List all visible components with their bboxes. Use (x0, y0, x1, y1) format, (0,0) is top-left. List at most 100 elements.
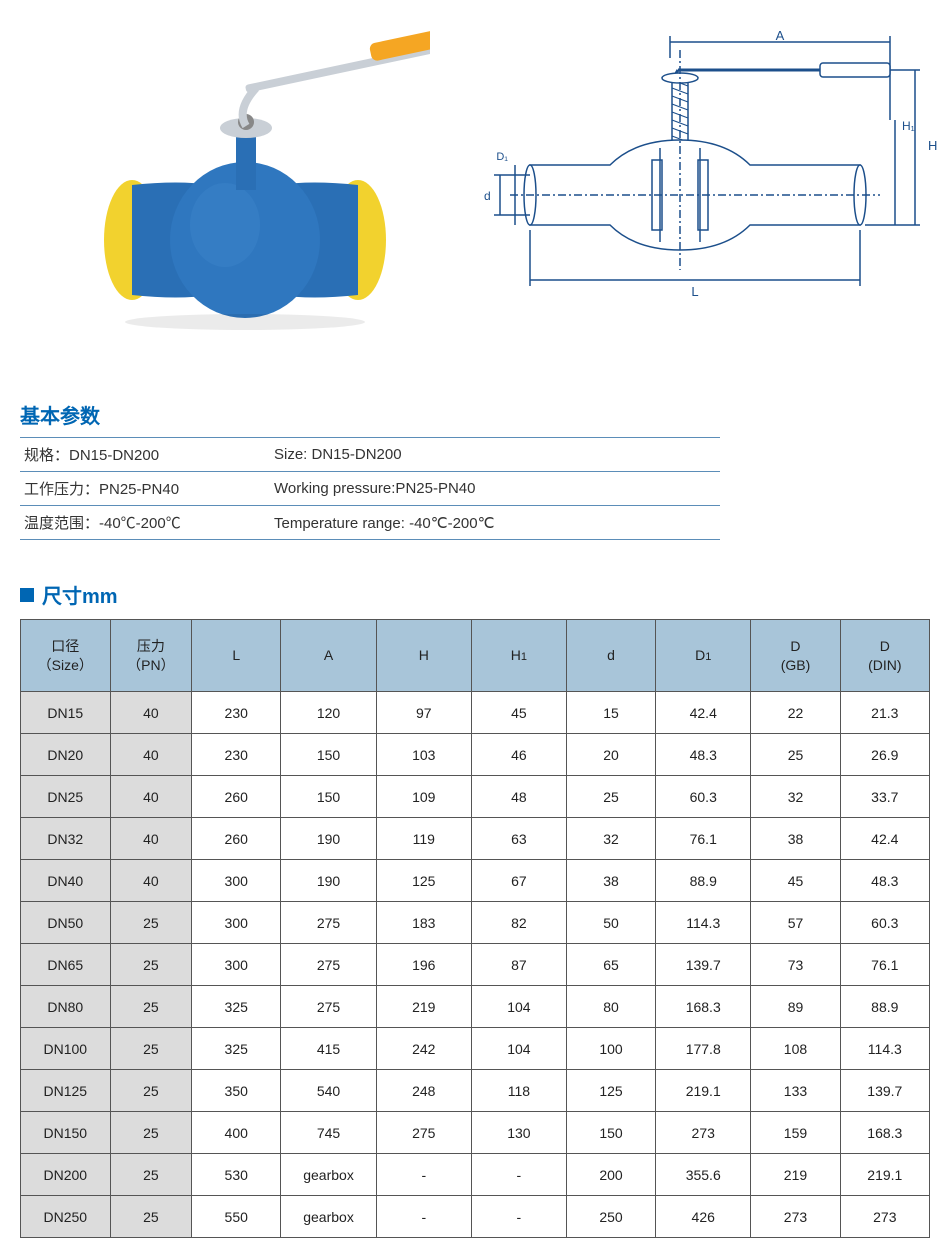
square-bullet-icon (20, 588, 34, 602)
table-cell: 50 (566, 902, 655, 944)
table-cell: 25 (110, 1196, 192, 1238)
table-cell: 190 (281, 818, 376, 860)
table-cell: 196 (376, 944, 471, 986)
table-header: D(DIN) (840, 620, 929, 692)
table-header: L (192, 620, 281, 692)
table-cell: 40 (110, 776, 192, 818)
table-cell: 540 (281, 1070, 376, 1112)
table-cell: 168.3 (840, 1112, 929, 1154)
table-cell: 275 (281, 986, 376, 1028)
table-cell: 300 (192, 902, 281, 944)
table-row: DN65253002751968765139.77376.1 (21, 944, 930, 986)
table-cell: 21.3 (840, 692, 929, 734)
table-cell: DN250 (21, 1196, 111, 1238)
table-cell: 48.3 (656, 734, 751, 776)
table-cell: DN125 (21, 1070, 111, 1112)
table-cell: 120 (281, 692, 376, 734)
table-cell: 103 (376, 734, 471, 776)
table-row: DN2540260150109482560.33233.7 (21, 776, 930, 818)
table-row: DN2040230150103462048.32526.9 (21, 734, 930, 776)
table-cell: DN40 (21, 860, 111, 902)
param-cn: 规格：DN15-DN200 (20, 438, 270, 472)
table-row: DN10025325415242104100177.8108114.3 (21, 1028, 930, 1070)
table-cell: 25 (110, 1070, 192, 1112)
table-cell: 48.3 (840, 860, 929, 902)
table-cell: 114.3 (656, 902, 751, 944)
table-cell: 230 (192, 692, 281, 734)
table-header: H (376, 620, 471, 692)
table-cell: 183 (376, 902, 471, 944)
table-cell: gearbox (281, 1154, 376, 1196)
table-cell: - (376, 1154, 471, 1196)
table-cell: 87 (471, 944, 566, 986)
table-row: DN50253002751838250114.35760.3 (21, 902, 930, 944)
table-cell: DN15 (21, 692, 111, 734)
table-cell: 248 (376, 1070, 471, 1112)
table-cell: 20 (566, 734, 655, 776)
table-cell: 100 (566, 1028, 655, 1070)
table-cell: 25 (110, 1028, 192, 1070)
table-cell: DN150 (21, 1112, 111, 1154)
table-header: D(GB) (751, 620, 840, 692)
table-cell: 219.1 (840, 1154, 929, 1196)
table-cell: 38 (566, 860, 655, 902)
table-cell: 38 (751, 818, 840, 860)
table-cell: 260 (192, 818, 281, 860)
table-cell: 415 (281, 1028, 376, 1070)
table-cell: 114.3 (840, 1028, 929, 1070)
table-cell: 22 (751, 692, 840, 734)
table-cell: 219 (751, 1154, 840, 1196)
table-cell: 63 (471, 818, 566, 860)
table-cell: 325 (192, 986, 281, 1028)
table-header: 压力（PN） (110, 620, 192, 692)
param-en: Size: DN15-DN200 (270, 438, 720, 472)
table-cell: 40 (110, 692, 192, 734)
table-cell: 25 (751, 734, 840, 776)
table-header: D1 (656, 620, 751, 692)
dimensions-title: 尺寸mm (42, 580, 118, 609)
table-cell: 109 (376, 776, 471, 818)
table-cell: 168.3 (656, 986, 751, 1028)
table-cell: 25 (110, 1154, 192, 1196)
table-cell: 25 (110, 986, 192, 1028)
table-cell: 300 (192, 944, 281, 986)
table-cell: DN80 (21, 986, 111, 1028)
table-cell: 242 (376, 1028, 471, 1070)
param-cn: 温度范围：-40℃-200℃ (20, 506, 270, 540)
table-cell: - (471, 1154, 566, 1196)
table-row: DN802532527521910480168.38988.9 (21, 986, 930, 1028)
table-cell: gearbox (281, 1196, 376, 1238)
table-cell: 57 (751, 902, 840, 944)
table-header: H1 (471, 620, 566, 692)
table-cell: 745 (281, 1112, 376, 1154)
table-cell: 219 (376, 986, 471, 1028)
table-cell: 190 (281, 860, 376, 902)
table-cell: 76.1 (840, 944, 929, 986)
table-cell: 355.6 (656, 1154, 751, 1196)
table-cell: 104 (471, 1028, 566, 1070)
table-cell: 350 (192, 1070, 281, 1112)
table-cell: 125 (566, 1070, 655, 1112)
table-cell: 32 (751, 776, 840, 818)
table-cell: 45 (471, 692, 566, 734)
table-cell: DN20 (21, 734, 111, 776)
table-cell: 88.9 (656, 860, 751, 902)
table-cell: 80 (566, 986, 655, 1028)
table-cell: 260 (192, 776, 281, 818)
dim-label-D1: D₁ (496, 151, 508, 163)
table-cell: 273 (751, 1196, 840, 1238)
table-cell: 150 (281, 734, 376, 776)
table-cell: 530 (192, 1154, 281, 1196)
table-cell: 139.7 (840, 1070, 929, 1112)
dim-label-A: A (776, 30, 785, 43)
table-cell: 133 (751, 1070, 840, 1112)
table-cell: 273 (840, 1196, 929, 1238)
table-cell: 219.1 (656, 1070, 751, 1112)
table-cell: 25 (110, 944, 192, 986)
table-cell: 25 (566, 776, 655, 818)
table-cell: 65 (566, 944, 655, 986)
table-row: DN3240260190119633276.13842.4 (21, 818, 930, 860)
table-cell: 118 (471, 1070, 566, 1112)
table-cell: 150 (566, 1112, 655, 1154)
table-cell: 32 (566, 818, 655, 860)
